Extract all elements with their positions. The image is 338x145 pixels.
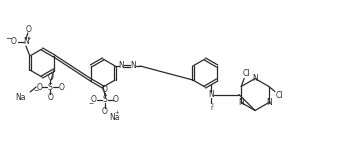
- Text: O: O: [91, 96, 97, 105]
- Text: +: +: [115, 110, 119, 116]
- Text: N: N: [238, 98, 244, 107]
- Text: O: O: [47, 93, 53, 102]
- Text: −: −: [33, 87, 39, 93]
- Text: Na: Na: [16, 93, 26, 102]
- Text: Cl: Cl: [242, 69, 250, 78]
- Text: N: N: [266, 98, 272, 107]
- Text: O: O: [102, 106, 108, 116]
- Text: N: N: [23, 38, 29, 47]
- Text: N: N: [118, 61, 124, 70]
- Text: O: O: [47, 72, 53, 81]
- Text: −: −: [5, 35, 11, 44]
- Text: S: S: [48, 83, 52, 91]
- Text: N: N: [130, 61, 136, 70]
- Text: O: O: [36, 83, 42, 91]
- Text: Cl: Cl: [275, 91, 283, 100]
- Text: I: I: [211, 103, 213, 108]
- Text: Na: Na: [109, 113, 120, 122]
- Text: N: N: [252, 74, 258, 83]
- Text: O: O: [113, 96, 119, 105]
- Text: I: I: [210, 106, 212, 111]
- Text: O: O: [58, 83, 64, 91]
- Text: O: O: [102, 86, 108, 95]
- Text: O: O: [26, 25, 32, 33]
- Text: N: N: [208, 90, 214, 99]
- Text: S: S: [103, 96, 107, 105]
- Text: O: O: [11, 38, 17, 47]
- Text: +: +: [26, 36, 31, 40]
- Text: −: −: [88, 100, 94, 106]
